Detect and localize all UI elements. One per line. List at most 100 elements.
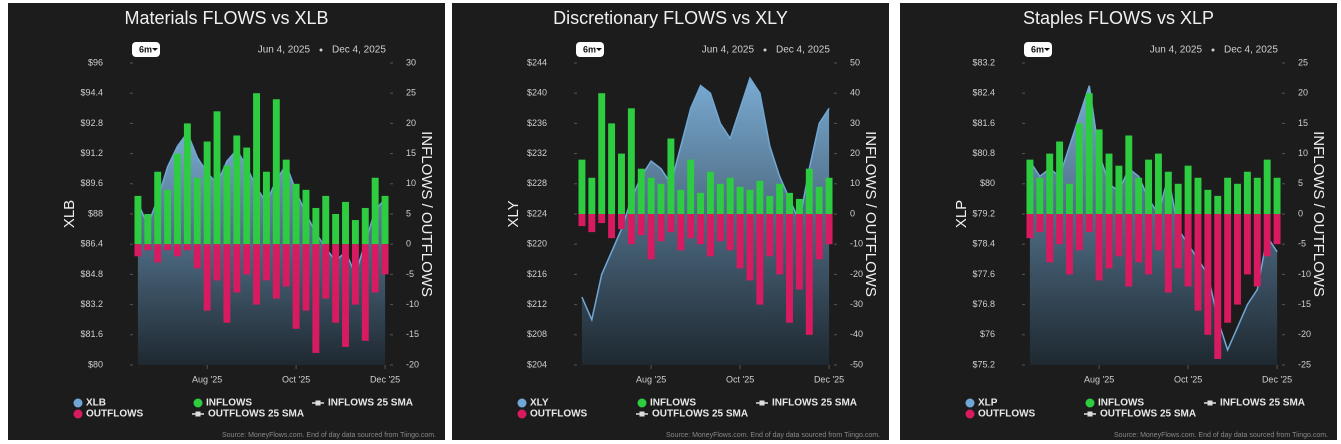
flow-bar	[667, 214, 675, 233]
date-end: Dec 4, 2025	[332, 45, 386, 56]
flow-bar	[795, 214, 803, 290]
y-tick-label: $79.2	[972, 208, 995, 218]
date-end: Dec 4, 2025	[1224, 45, 1278, 56]
range-button[interactable]: 6m	[1024, 42, 1052, 57]
legend-label: OUTFLOWS	[86, 409, 144, 420]
flow-bar	[203, 244, 211, 311]
flow-bar	[1204, 214, 1212, 335]
flow-bar	[1075, 123, 1083, 214]
flow-bar	[697, 214, 705, 245]
flow-bar	[154, 171, 162, 245]
flow-bar	[1253, 214, 1261, 287]
flow-bar	[183, 123, 191, 245]
flow-bar	[1075, 214, 1083, 251]
flow-bar	[233, 244, 241, 293]
range-button[interactable]: 6m	[132, 42, 160, 57]
flow-bar	[677, 189, 685, 214]
flow-bar	[342, 201, 349, 245]
flow-bar	[174, 153, 181, 245]
x-tick-label: Aug '25	[636, 374, 666, 384]
flow-bar	[253, 93, 261, 245]
flow-bar	[1066, 183, 1073, 214]
y2-tick-label: -20	[406, 359, 419, 369]
flow-bar	[1066, 214, 1073, 275]
range-button[interactable]: 6m	[576, 42, 604, 57]
flow-bar	[1085, 93, 1093, 214]
y-tick-label: $91.2	[80, 148, 103, 158]
range-button-box	[1024, 42, 1052, 57]
legend-marker	[965, 409, 975, 419]
flow-bar	[193, 177, 201, 245]
flow-bar	[716, 214, 724, 242]
flow-bar	[223, 165, 231, 245]
y2-tick-label: 15	[406, 148, 416, 158]
y-tick-label: $80	[88, 359, 103, 369]
date-start: Jun 4, 2025	[258, 45, 311, 56]
flow-bar	[746, 214, 754, 281]
y-tick-label: $76.8	[972, 299, 995, 309]
y-tick-label: $224	[527, 208, 547, 218]
flow-bar	[1204, 189, 1212, 214]
y-tick-label: $232	[527, 148, 547, 158]
x-tick-label: Aug '25	[192, 374, 222, 384]
flow-bar	[1036, 214, 1044, 233]
flow-bar	[766, 214, 774, 257]
y-tick-label: $236	[527, 118, 547, 128]
flow-bar	[1046, 153, 1054, 214]
flow-bar	[1164, 214, 1172, 293]
flow-bar	[608, 123, 616, 214]
range-button-label: 6m	[583, 44, 596, 54]
y-tick-label: $94.4	[80, 88, 103, 98]
date-separator	[763, 48, 767, 52]
date-separator	[319, 48, 323, 52]
flow-bar	[1095, 214, 1103, 281]
flow-bar	[1056, 214, 1064, 245]
legend-label: XLB	[86, 398, 106, 409]
flow-bar	[1243, 214, 1251, 275]
y2-tick-label: -15	[406, 329, 419, 339]
chart-panel: Materials FLOWS vs XLB 6m Jun 4, 2025 Dec 4…	[8, 3, 445, 440]
y2-tick-label: -50	[850, 359, 863, 369]
dropdown-caret	[596, 48, 602, 51]
legend-label: XLY	[530, 398, 549, 409]
flow-bar	[578, 159, 586, 214]
flow-bar	[1164, 171, 1172, 214]
flow-bar	[322, 244, 330, 299]
flow-bar	[144, 214, 152, 245]
flow-bar	[342, 244, 349, 347]
flow-bar	[193, 244, 201, 269]
y2-tick-label: 10	[850, 178, 860, 188]
legend-label: INFLOWS	[1098, 398, 1144, 409]
y2-tick-label: 5	[406, 208, 411, 218]
flow-bar	[815, 186, 823, 214]
y-tick-label: $78.4	[972, 239, 995, 249]
flow-bar	[726, 214, 734, 251]
flow-bar	[1214, 214, 1222, 359]
legend-label: INFLOWS	[206, 398, 252, 409]
y-tick-label: $80	[980, 178, 995, 188]
flow-bar	[361, 207, 369, 245]
flow-bar	[253, 244, 261, 305]
flow-bar	[1056, 141, 1064, 214]
flow-bar	[637, 168, 645, 214]
price-line	[1029, 85, 1278, 353]
flow-bar	[667, 138, 675, 214]
flow-bar	[243, 147, 251, 245]
flow-bar	[1234, 183, 1241, 214]
flow-bar	[637, 214, 645, 236]
y-tick-label: $204	[527, 359, 547, 369]
y-tick-label: $216	[527, 269, 547, 279]
flow-bar	[1145, 214, 1153, 275]
y-tick-label: $86.4	[80, 239, 103, 249]
y-tick-label: $82.4	[972, 88, 995, 98]
flow-bar	[706, 214, 714, 257]
flow-bar	[302, 244, 310, 311]
flow-bar	[1184, 214, 1192, 287]
y2-tick-label: -15	[1298, 299, 1311, 309]
y2-tick-label: 40	[850, 88, 860, 98]
date-separator	[1211, 48, 1215, 52]
flow-bar	[213, 244, 221, 281]
y-tick-label: $240	[527, 88, 547, 98]
legend-marker	[193, 398, 203, 408]
